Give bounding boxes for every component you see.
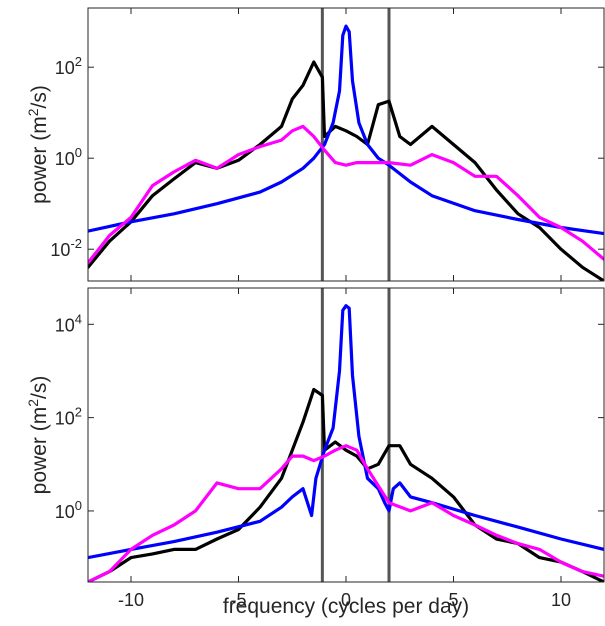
top-series-group — [88, 24, 604, 281]
bottom-series-2 — [88, 304, 604, 560]
top-ytick-label: 102 — [55, 54, 82, 78]
top-series-2 — [88, 24, 604, 236]
bottom-ytick-label: 104 — [55, 311, 82, 335]
top-y-axis-label: power (m2/s) — [25, 85, 51, 204]
bottom-xtick-label: 5 — [448, 590, 458, 610]
bottom-plot-area — [88, 288, 604, 582]
bottom-xtick-label: -10 — [118, 590, 144, 610]
top-plot-area — [88, 8, 604, 281]
top-series-1 — [88, 60, 604, 281]
top-series-3 — [88, 124, 604, 265]
x-axis-label: frequency (cycles per day) — [223, 595, 469, 618]
bottom-series-3 — [88, 444, 604, 582]
top-ytick-label: 100 — [55, 145, 82, 169]
top-ytick-label: 10-2 — [50, 236, 82, 260]
bottom-xtick-label: -5 — [230, 590, 246, 610]
bottom-ytick-label: 100 — [55, 498, 82, 522]
bottom-xtick-label: 0 — [341, 590, 351, 610]
bottom-series-group — [88, 304, 604, 582]
bottom-series-1 — [88, 387, 604, 582]
bottom-xtick-label: 10 — [551, 590, 571, 610]
bottom-y-axis-label: power (m2/s) — [25, 376, 51, 495]
bottom-ytick-label: 102 — [55, 405, 82, 429]
bottom-panel: -10 -5 0 5 10 100 102 104 power (m2/s) — [25, 287, 605, 610]
